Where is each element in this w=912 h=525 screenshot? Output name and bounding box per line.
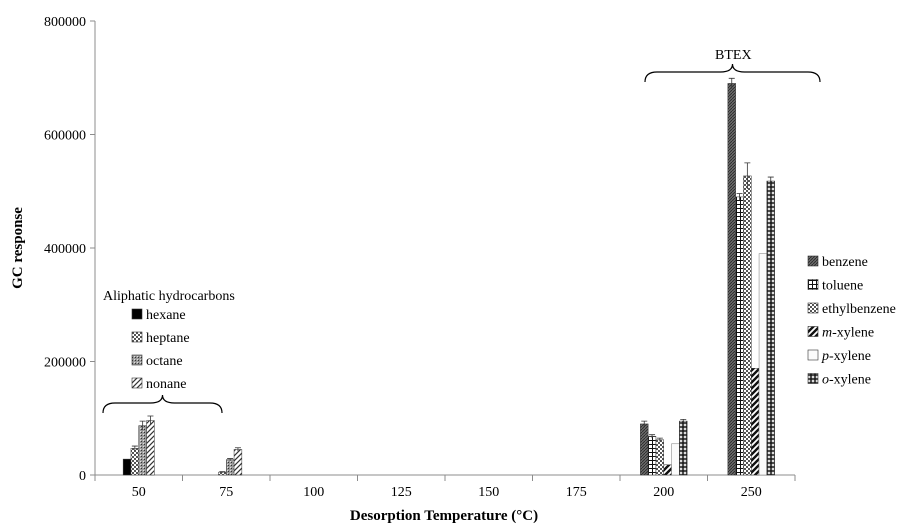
legend-swatch-ethylbenzene bbox=[807, 302, 819, 314]
y-tick-label: 400000 bbox=[44, 242, 86, 257]
error-bar-nonane-75 bbox=[234, 447, 241, 452]
bar-hexane-50 bbox=[122, 458, 132, 476]
bar-toluene-200 bbox=[647, 436, 657, 476]
bar-m-xylene-250 bbox=[751, 368, 760, 476]
legend-label-octane: octane bbox=[146, 354, 183, 369]
axes: 0 200000 400000 600000 800000 50 75 100 125 150 17… bbox=[44, 15, 796, 500]
bar-nonane-50 bbox=[146, 420, 155, 476]
legend: hexane heptane octane nonane benzene toluene e… bbox=[131, 255, 896, 392]
aliphatic-label: Aliphatic hydrocarbons bbox=[103, 289, 235, 304]
legend-swatch-benzene bbox=[807, 255, 819, 267]
error-bar-benzene-200 bbox=[641, 420, 648, 427]
legend-swatch-heptane bbox=[131, 331, 143, 343]
legend-label-ethylbenzene: ethylbenzene bbox=[822, 302, 896, 317]
aliphatic-brace bbox=[102, 394, 223, 414]
legend-swatch-o-xylene bbox=[807, 373, 819, 384]
legend-swatch-toluene bbox=[807, 279, 819, 290]
error-bar-ethylbenzene-200 bbox=[656, 437, 663, 442]
legend-label-m-xylene: m-xylene bbox=[822, 326, 874, 341]
error-bar-octane-75 bbox=[227, 458, 234, 461]
bar-octane-50 bbox=[138, 425, 147, 476]
btex-brace bbox=[644, 63, 821, 83]
x-tick-label: 100 bbox=[303, 485, 324, 500]
bar-toluene-250 bbox=[735, 196, 744, 476]
bar-octane-75 bbox=[226, 459, 235, 476]
error-bar-toluene-250 bbox=[736, 193, 743, 201]
legend-swatch-nonane bbox=[131, 377, 143, 389]
bar-nonane-75 bbox=[233, 449, 243, 476]
legend-swatch-octane bbox=[131, 354, 143, 366]
bar-o-xylene-250 bbox=[766, 180, 775, 476]
bar-ethylbenzene-250 bbox=[743, 175, 752, 476]
legend-swatch-p-xylene bbox=[807, 349, 819, 361]
x-axis-title: Desorption Temperature (°C) bbox=[350, 508, 538, 524]
bar-p-xylene-250 bbox=[758, 253, 768, 476]
bar-benzene-200 bbox=[640, 423, 649, 476]
y-tick-label: 800000 bbox=[44, 15, 86, 30]
x-tick-label: 50 bbox=[132, 485, 146, 500]
error-bar-octane-50 bbox=[139, 420, 146, 431]
error-bar-heptane-50 bbox=[131, 445, 138, 451]
error-bar-nonane-50 bbox=[147, 415, 154, 426]
legend-swatch-hexane bbox=[131, 308, 143, 320]
error-bar-toluene-200 bbox=[649, 434, 656, 439]
x-tick-label: 150 bbox=[478, 485, 499, 500]
error-bar-heptane-75 bbox=[219, 471, 226, 473]
x-tick-label: 175 bbox=[566, 485, 587, 500]
y-tick-label: 600000 bbox=[44, 129, 86, 144]
bar-benzene-250 bbox=[727, 83, 736, 476]
bar-m-xylene-200 bbox=[663, 464, 672, 476]
legend-label-o-xylene: o-xylene bbox=[822, 373, 871, 388]
annotations: Aliphatic hydrocarbons BTEX bbox=[102, 48, 821, 414]
btex-label: BTEX bbox=[715, 48, 752, 63]
legend-label-p-xylene: p-xylene bbox=[821, 349, 871, 364]
error-bar-ethylbenzene-250 bbox=[744, 162, 751, 189]
legend-label-toluene: toluene bbox=[822, 279, 863, 294]
legend-label-hexane: hexane bbox=[146, 308, 186, 323]
x-tick-label: 75 bbox=[219, 485, 233, 500]
legend-swatch-m-xylene bbox=[807, 326, 819, 337]
bar-p-xylene-200 bbox=[671, 443, 680, 476]
error-bar-o-xylene-200 bbox=[680, 418, 687, 423]
x-tick-label: 125 bbox=[391, 485, 412, 500]
bar-ethylbenzene-200 bbox=[655, 439, 665, 476]
legend-label-nonane: nonane bbox=[146, 377, 186, 392]
error-bar-benzene-250 bbox=[728, 77, 735, 89]
bar-o-xylene-200 bbox=[679, 420, 688, 476]
error-bar-o-xylene-250 bbox=[767, 176, 774, 186]
bars bbox=[122, 77, 775, 476]
y-tick-label: 0 bbox=[79, 469, 86, 484]
x-tick-label: 250 bbox=[741, 485, 762, 500]
bar-heptane-50 bbox=[130, 448, 139, 476]
legend-label-benzene: benzene bbox=[822, 255, 868, 270]
legend-label-heptane: heptane bbox=[146, 331, 190, 346]
y-tick-label: 200000 bbox=[44, 356, 86, 371]
y-axis-title: GC response bbox=[10, 207, 26, 289]
x-tick-label: 200 bbox=[653, 485, 674, 500]
